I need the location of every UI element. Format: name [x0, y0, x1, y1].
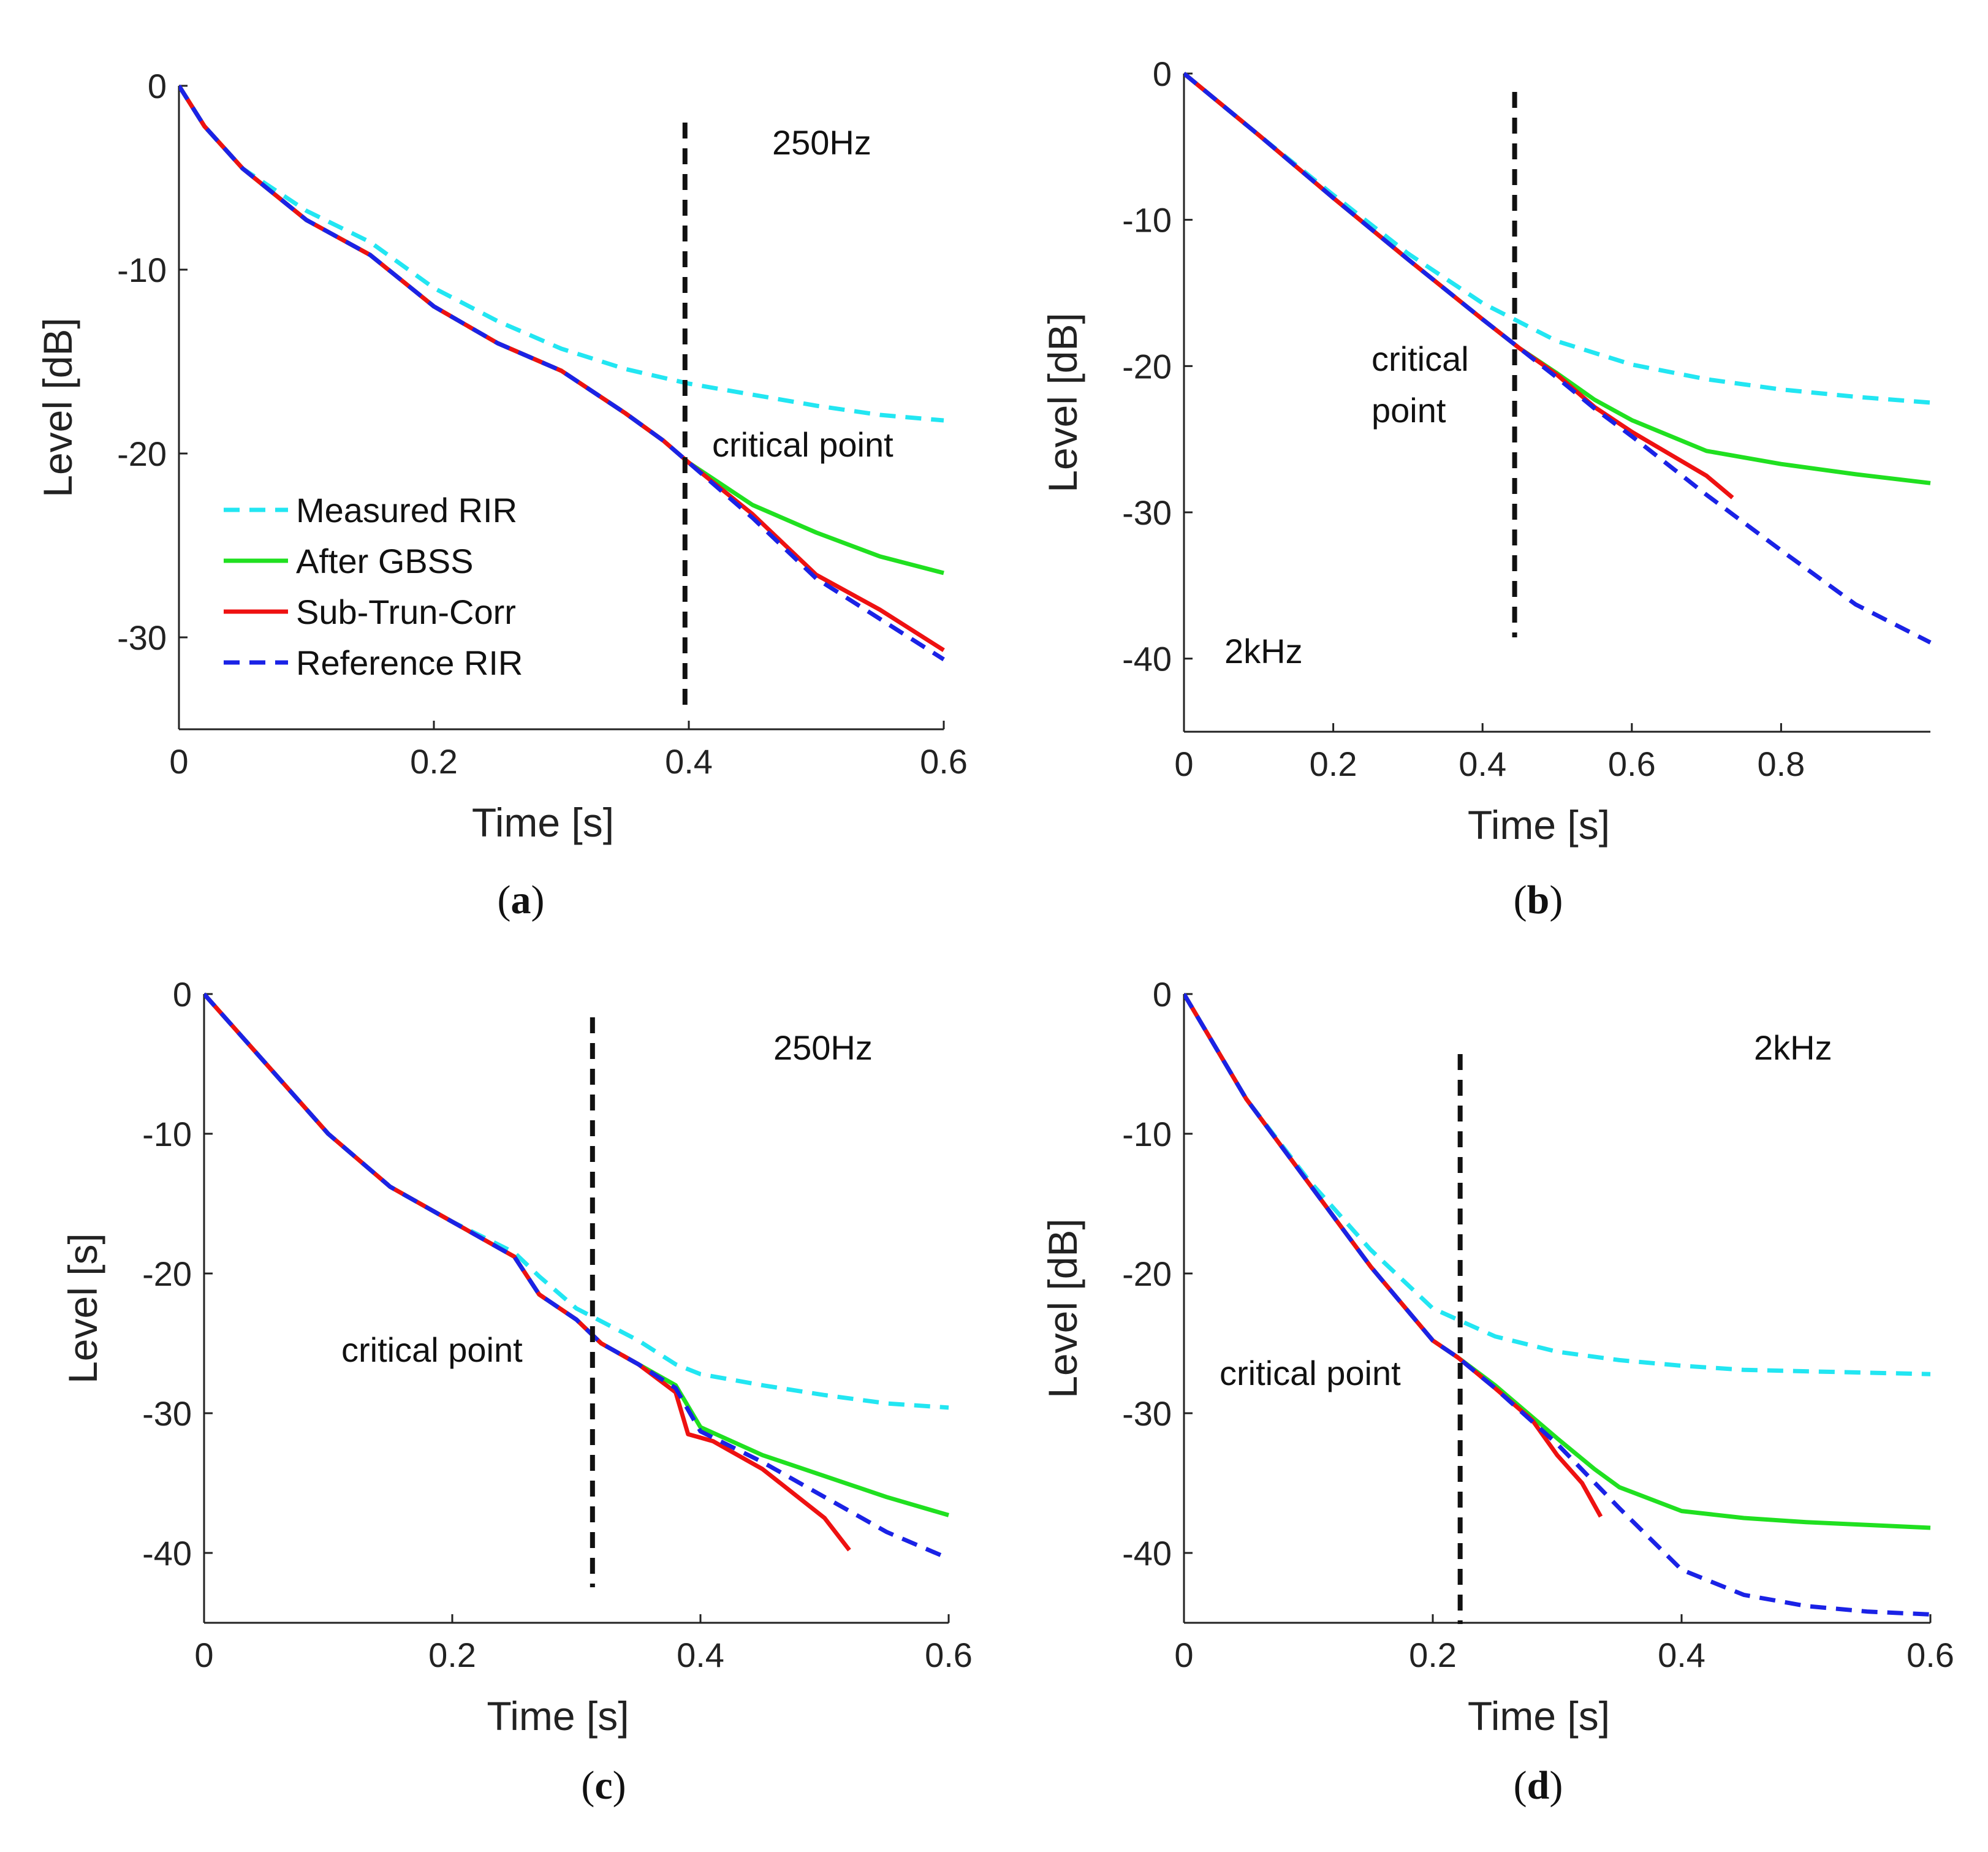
panel-b-ytick-label: -20 — [1122, 347, 1172, 385]
legend: Measured RIR After GBSS Sub-Trun-Corr Refer… — [224, 491, 523, 682]
legend-label-measured: Measured RIR — [296, 491, 517, 529]
panel-a-ytick-label: -10 — [117, 251, 167, 289]
panel-c-series-reference — [204, 992, 950, 1561]
panel-a-critical-annotation-line: critical point — [712, 425, 893, 464]
panel-b-ytick-label: -10 — [1122, 201, 1172, 240]
panel-c-xtick-label: 0.4 — [677, 1636, 724, 1674]
panel-d-series-measured — [1184, 993, 1931, 1376]
panel-a: 0 0.2 0.4 0.6 0 -10 -20 -30 Time [s] Level [dB] 25… — [35, 67, 968, 922]
caption-letter: c — [594, 1763, 612, 1808]
panel-d-ytick-label: -10 — [1122, 1115, 1172, 1153]
panel-a-xtick-label: 0 — [169, 742, 188, 781]
panel-a-ytick-label: 0 — [148, 67, 167, 105]
caption-paren-open: ( — [1514, 1763, 1527, 1808]
panel-b-xtick-label: 0.8 — [1757, 745, 1805, 783]
panel-b-xtick-label: 0.2 — [1310, 745, 1357, 783]
panel-d-series-reference — [1184, 993, 1931, 1617]
panel-c-series-group — [204, 992, 950, 1561]
panel-a-xtick-label: 0.4 — [665, 742, 713, 781]
panel-b-ytick-label: -40 — [1122, 640, 1172, 678]
legend-label-gbss: After GBSS — [296, 542, 473, 580]
legend-label-reference: Reference RIR — [296, 643, 523, 682]
panel-d-caption: (d) — [1514, 1763, 1563, 1808]
panel-c: 0 0.2 0.4 0.6 0 -10 -20 -30 -40 Time [s] Level [s]… — [60, 975, 973, 1808]
panel-b-critical-annotation-line: point — [1371, 391, 1446, 430]
panel-c-xtick-label: 0 — [194, 1636, 213, 1674]
panel-a-ytick-label: -20 — [117, 435, 167, 473]
panel-d-ytick-label: -30 — [1122, 1394, 1172, 1433]
panel-c-ytick-label: -40 — [142, 1534, 192, 1573]
panel-b-series-reference — [1184, 72, 1932, 645]
panel-c-ytick-label: -20 — [142, 1254, 192, 1293]
panel-b-xlabel: Time [s] — [1468, 802, 1610, 848]
legend-label-subtrun: Sub-Trun-Corr — [296, 593, 516, 631]
panel-d-xtick-label: 0.2 — [1409, 1636, 1457, 1674]
panel-a-band-label: 250Hz — [772, 123, 871, 162]
panel-c-ytick-label: 0 — [173, 975, 192, 1014]
panel-b-critical-annotation: critical point — [1371, 340, 1469, 430]
caption-letter: b — [1527, 878, 1550, 922]
panel-a-series-group — [179, 85, 945, 661]
caption-paren-open: ( — [1514, 878, 1527, 922]
caption-letter: a — [511, 878, 531, 922]
panel-d-xtick-label: 0.4 — [1658, 1636, 1705, 1674]
caption-paren-close: ) — [613, 1763, 626, 1808]
panel-d: 0 0.2 0.4 0.6 0 -10 -20 -30 -40 Time [s] Level [dB… — [1040, 975, 1954, 1808]
panel-d-xlabel: Time [s] — [1468, 1693, 1610, 1739]
panel-c-xtick-label: 0.6 — [925, 1636, 973, 1674]
panel-b-ytick-label: -30 — [1122, 493, 1172, 532]
panel-a-ylabel: Level [dB] — [35, 317, 80, 498]
panel-d-xtick-label: 0.6 — [1906, 1636, 1954, 1674]
panel-b-xtick-label: 0.4 — [1459, 745, 1506, 783]
panel-b: 0 0.2 0.4 0.6 0.8 0 -10 -20 -30 -40 Time [s] Level … — [1040, 55, 1932, 922]
panel-a-xtick-label: 0.2 — [410, 742, 458, 781]
panel-c-band-label: 250Hz — [773, 1028, 873, 1067]
panel-b-caption: (b) — [1514, 878, 1563, 922]
panel-c-critical-annotation: critical point — [341, 1330, 523, 1369]
panel-d-ylabel: Level [dB] — [1040, 1218, 1085, 1398]
panel-c-ytick-label: -30 — [142, 1394, 192, 1433]
caption-paren-close: ) — [1549, 1763, 1563, 1808]
panel-a-xtick-label: 0.6 — [920, 742, 968, 781]
caption-paren-close: ) — [531, 878, 545, 922]
panel-d-critical-annotation-line: critical point — [1220, 1354, 1401, 1392]
caption-paren-close: ) — [1549, 878, 1563, 922]
panel-b-xtick-label: 0 — [1174, 745, 1193, 783]
panel-a-series-reference — [179, 85, 945, 661]
panel-b-series-subtrun — [1184, 72, 1734, 499]
panel-b-band-label: 2kHz — [1224, 632, 1303, 670]
panel-c-xlabel: Time [s] — [487, 1693, 629, 1739]
panel-c-critical-annotation-line: critical point — [341, 1330, 523, 1369]
panel-b-ylabel: Level [dB] — [1040, 313, 1085, 493]
panel-b-series-group — [1184, 72, 1932, 645]
caption-paren-open: ( — [498, 878, 511, 922]
panel-c-ytick-label: -10 — [142, 1115, 192, 1153]
panel-b-xtick-label: 0.6 — [1608, 745, 1656, 783]
panel-c-xtick-label: 0.2 — [428, 1636, 476, 1674]
panel-b-ytick-label: 0 — [1153, 55, 1172, 93]
panel-c-ylabel: Level [s] — [60, 1233, 105, 1384]
panel-c-caption: (c) — [581, 1763, 626, 1808]
panel-d-series-group — [1184, 993, 1931, 1617]
panel-d-critical-annotation: critical point — [1220, 1354, 1401, 1392]
panel-d-band-label: 2kHz — [1754, 1028, 1832, 1067]
panel-a-xlabel: Time [s] — [472, 800, 614, 845]
caption-paren-open: ( — [581, 1763, 594, 1808]
panel-a-ytick-label: -30 — [117, 618, 167, 657]
panel-a-critical-annotation: critical point — [712, 425, 893, 464]
caption-letter: d — [1527, 1763, 1550, 1808]
panel-d-ytick-label: -20 — [1122, 1254, 1172, 1293]
panel-d-ytick-label: 0 — [1153, 975, 1172, 1014]
panel-b-critical-annotation-line: critical — [1371, 340, 1469, 378]
panel-d-xtick-label: 0 — [1174, 1636, 1193, 1674]
panel-d-ytick-label: -40 — [1122, 1534, 1172, 1573]
panel-a-caption: (a) — [498, 878, 545, 922]
